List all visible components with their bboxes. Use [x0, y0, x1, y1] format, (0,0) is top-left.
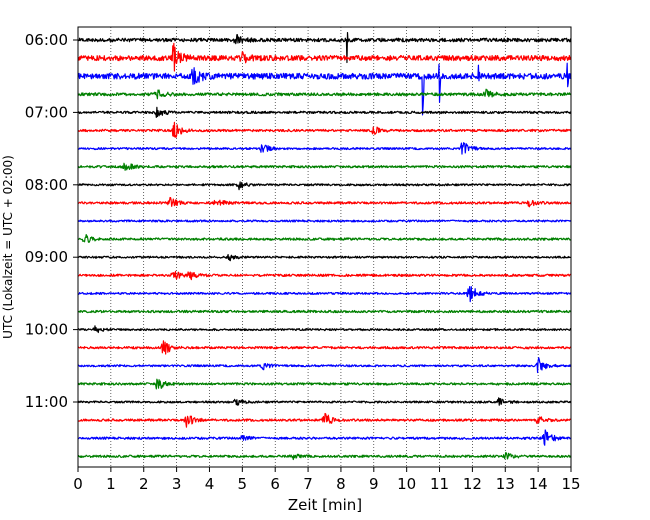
seismogram-trace: [77, 162, 572, 171]
y-axis-label: UTC (Lokalzeit = UTC + 02:00): [1, 155, 15, 339]
y-axis: 06:00 07:00 08:00 09:00 10:00 11:00: [25, 31, 78, 411]
x-axis: 0 1 2 3 4 5 6 7 8 9 10 11 12 13 14 15: [73, 467, 581, 493]
y-tick-label: 08:00: [25, 176, 68, 194]
x-tick-label: 6: [270, 475, 280, 493]
minute-grid: [110, 27, 539, 467]
seismogram-trace: [77, 31, 572, 64]
trace-group: [77, 31, 572, 461]
y-tick-label: 06:00: [25, 31, 68, 49]
seismogram-trace: [77, 42, 572, 72]
y-tick-label: 11:00: [25, 393, 68, 411]
seismogram-trace: [77, 340, 572, 355]
x-tick-label: 13: [496, 475, 515, 493]
y-tick-label: 07:00: [25, 103, 68, 121]
x-tick-label: 1: [106, 475, 116, 493]
x-tick-label: 14: [529, 475, 548, 493]
seismogram-trace: [77, 88, 572, 100]
seismogram-trace: [77, 142, 572, 155]
seismogram-trace: [77, 254, 572, 262]
seismogram-trace: [77, 357, 572, 374]
x-tick-label: 7: [303, 475, 313, 493]
x-tick-label: 8: [336, 475, 346, 493]
seismogram-trace: [77, 233, 572, 244]
seismogram-trace: [77, 270, 572, 281]
seismogram-trace: [77, 451, 572, 461]
x-tick-label: 0: [73, 475, 83, 493]
seismogram-trace: [77, 397, 572, 406]
seismogram-trace: [77, 412, 572, 428]
x-tick-label: 15: [561, 475, 580, 493]
x-tick-label: 12: [463, 475, 482, 493]
seismogram-trace: [77, 309, 572, 314]
x-tick-label: 9: [369, 475, 379, 493]
seismogram-trace: [77, 121, 572, 138]
x-tick-label: 10: [397, 475, 416, 493]
seismogram-trace: [77, 106, 572, 118]
x-tick-label: 11: [430, 475, 449, 493]
x-axis-label: Zeit [min]: [288, 496, 362, 514]
x-tick-label: 5: [238, 475, 248, 493]
seismogram-trace: [77, 181, 572, 191]
seismogram-trace: [77, 219, 572, 223]
y-tick-label: 09:00: [25, 248, 68, 266]
y-tick-label: 10:00: [25, 321, 68, 339]
x-tick-label: 4: [205, 475, 215, 493]
seismogram-trace: [77, 62, 572, 116]
x-tick-label: 3: [172, 475, 182, 493]
x-tick-label: 2: [139, 475, 149, 493]
plot-frame: [77, 26, 572, 468]
seismogram-trace: [77, 325, 572, 334]
seismogram-trace: [77, 196, 572, 208]
seismogram-trace: [77, 429, 572, 446]
seismogram-trace: [77, 286, 572, 303]
seismogram-trace: [77, 378, 572, 390]
